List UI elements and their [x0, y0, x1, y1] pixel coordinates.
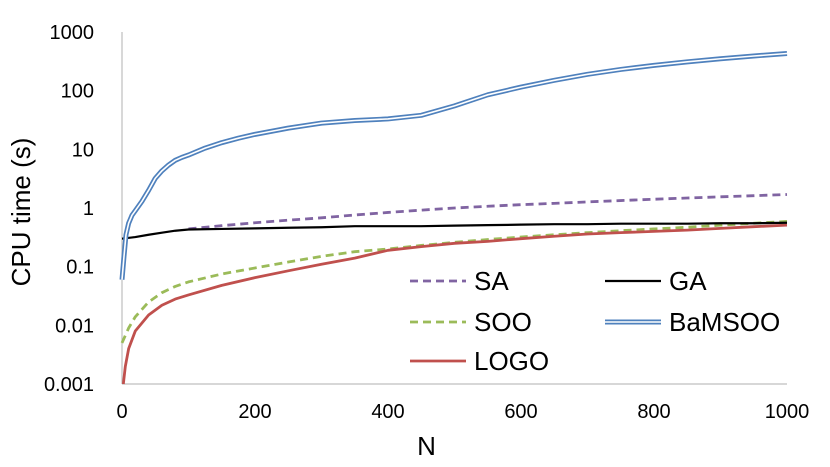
- series-bamsoo: [119, 51, 788, 280]
- y-tick-label: 1000: [50, 22, 95, 44]
- series-line-soo: [120, 220, 788, 344]
- series-soo: [120, 220, 788, 344]
- series-ga: [121, 221, 788, 240]
- legend-item-ga: GA: [605, 266, 707, 296]
- y-tick-label: 0.01: [55, 315, 94, 337]
- x-axis-title: N: [417, 431, 436, 461]
- tick-labels: 0.001 0.01 0.1 1 10 100 1000 0 200 400 600 800 1000: [44, 22, 809, 423]
- x-tick-label: 1000: [765, 401, 810, 423]
- series-line-sa: [188, 193, 788, 231]
- series-line-bamsoo-inner: [121, 52, 788, 280]
- legend-label-soo: SOO: [474, 307, 532, 337]
- x-tick-label: 400: [371, 401, 404, 423]
- series-line-logo: [121, 223, 788, 385]
- legend-item-logo: LOGO: [410, 346, 549, 376]
- y-tick-label: 0.1: [66, 257, 94, 279]
- x-tick-label: 0: [116, 401, 127, 423]
- x-tick-label: 800: [637, 401, 670, 423]
- plot-axes: [121, 32, 787, 385]
- series-logo: [121, 223, 788, 385]
- y-tick-label: 1: [83, 198, 94, 220]
- y-axis-title: CPU time (s): [6, 138, 36, 287]
- y-tick-label: 0.001: [44, 374, 94, 396]
- legend-label-bamsoo: BaMSOO: [669, 307, 780, 337]
- x-tick-label: 200: [238, 401, 271, 423]
- y-tick-label: 10: [72, 139, 94, 161]
- legend-item-sa: SA: [410, 266, 509, 296]
- legend-label-logo: LOGO: [474, 346, 549, 376]
- x-tick-label: 600: [504, 401, 537, 423]
- y-tick-label: 100: [61, 81, 94, 103]
- legend-item-soo: SOO: [410, 307, 532, 337]
- series-line-bamsoo: [119, 51, 788, 280]
- series-sa: [188, 193, 788, 231]
- legend-label-ga: GA: [669, 266, 707, 296]
- legend-label-sa: SA: [474, 266, 509, 296]
- legend: SA GA SOO BaMSOO LOGO: [410, 266, 780, 376]
- series-line-ga: [121, 221, 788, 240]
- legend-item-bamsoo: BaMSOO: [605, 307, 780, 337]
- series-layer: [119, 51, 788, 385]
